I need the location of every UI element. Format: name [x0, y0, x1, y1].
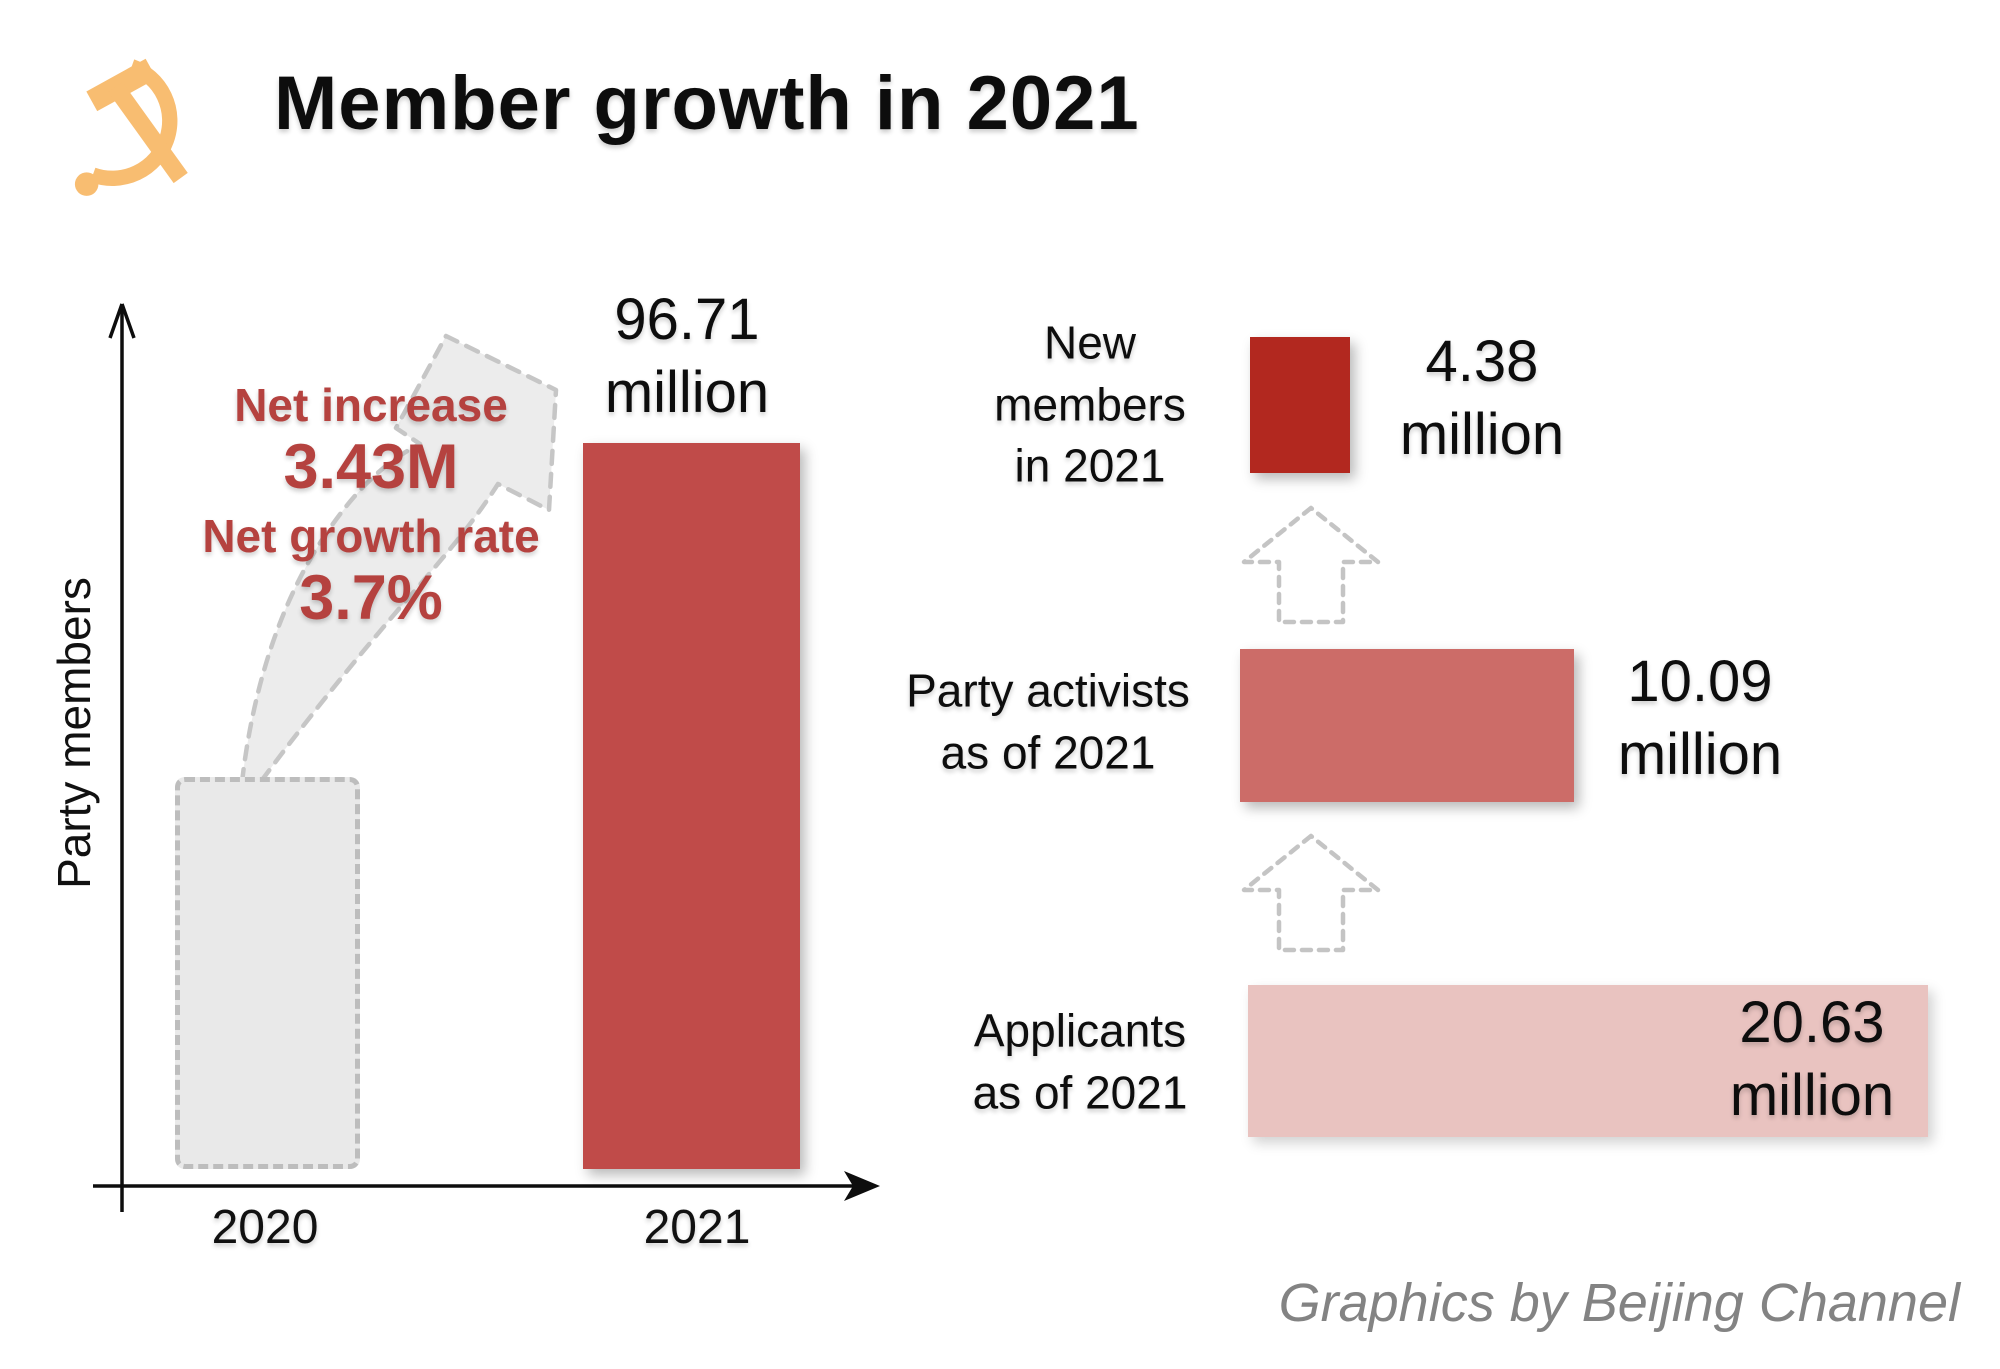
net-increase-value: 3.43M	[283, 432, 459, 502]
value-unit: million	[1729, 1063, 1895, 1128]
funnel-label-applicants: Applicants as of 2021	[850, 1000, 1310, 1123]
growth-swoosh-arrow	[239, 333, 559, 785]
x-tick-2020: 2020	[211, 1201, 319, 1254]
x-tick-2021: 2021	[643, 1201, 751, 1254]
funnel-value-new-members: 4.38 million	[1302, 325, 1662, 471]
value-number: 4.38	[1425, 328, 1539, 394]
credit-text: Graphics by Beijing Channel	[1278, 1273, 1960, 1333]
bar-2021-value: 96.71	[614, 287, 760, 352]
funnel-bar-new-members	[1250, 337, 1350, 473]
bar-2020-ghost	[175, 777, 360, 1169]
funnel-value-applicants: 20.63 million	[1632, 986, 1992, 1132]
funnel-bar-applicants	[1248, 985, 1928, 1137]
growth-rate-value: 3.7%	[299, 563, 443, 633]
label-line: as of 2021	[972, 1066, 1188, 1118]
funnel-bar-party-activists	[1240, 649, 1574, 802]
label-line: Applicants	[973, 1004, 1187, 1057]
y-axis	[108, 303, 136, 1212]
value-number: 20.63	[1739, 989, 1885, 1055]
value-unit: million	[1617, 722, 1783, 787]
bar-2021	[583, 443, 800, 1169]
dashed-up-arrow-icon	[1241, 505, 1381, 625]
label-line: New	[1043, 316, 1137, 369]
hammer-and-sickle-icon	[74, 58, 188, 196]
value-number: 10.09	[1627, 648, 1773, 714]
bar-2021-value-label: 96.71 million	[487, 283, 887, 429]
dashed-up-arrow-icon	[1241, 833, 1381, 953]
value-unit: million	[1399, 402, 1565, 467]
label-line: Party activists	[906, 664, 1190, 717]
label-line: members	[994, 378, 1186, 431]
label-line: in 2021	[1014, 439, 1166, 492]
page-title: Member growth in 2021	[274, 61, 1140, 146]
growth-rate-label: Net growth rate	[202, 510, 540, 562]
label-line: as of 2021	[940, 726, 1156, 778]
funnel-label-party-activists: Party activists as of 2021	[788, 660, 1308, 783]
funnel-value-party-activists: 10.09 million	[1520, 645, 1880, 791]
bar-2021-unit: million	[604, 360, 770, 426]
funnel-label-new-members: New members in 2021	[860, 313, 1320, 498]
net-increase-label: Net increase	[234, 379, 508, 431]
x-axis	[93, 1171, 880, 1201]
net-increase-annotation: Net increase 3.43M Net growth rate 3.7%	[91, 382, 651, 644]
